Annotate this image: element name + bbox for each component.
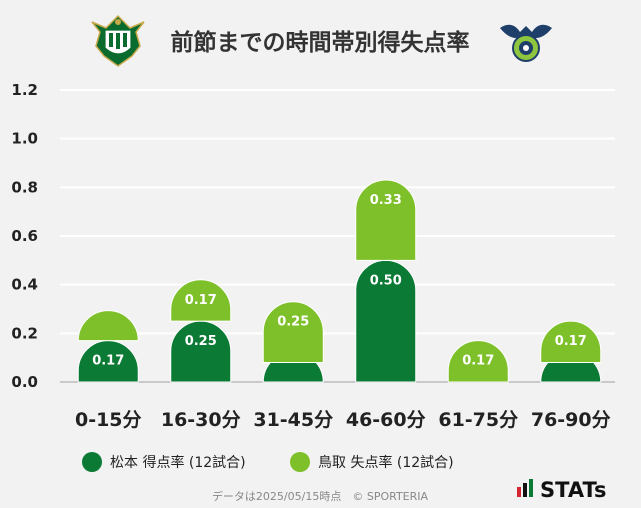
y-tick-label: 1.0: [11, 130, 38, 148]
y-tick-label: 0.6: [11, 227, 38, 245]
bar-segment: [262, 301, 324, 364]
bar-segment: [447, 340, 509, 383]
y-tick-label: 0.8: [11, 178, 38, 196]
bars: 0.17 0.25 0.17 0.25 0.50 0.33 0.17 0.17: [77, 179, 602, 383]
x-tick-label: 31-45分: [253, 409, 333, 431]
legend: 松本 得点率 (12試合) 鳥取 失点率 (12試合): [82, 452, 454, 472]
x-tick-label: 76-90分: [531, 409, 611, 431]
footer-note: データは2025/05/15時点 © SPORTERIA: [212, 489, 429, 503]
data-label: 0.17: [555, 334, 587, 349]
bar-segment: [170, 320, 232, 383]
x-tick-label: 61-75分: [438, 409, 518, 431]
data-label: 0.25: [185, 334, 217, 349]
legend-label-tottori: 鳥取 失点率 (12試合): [318, 454, 454, 471]
data-label: 0.17: [462, 354, 494, 369]
y-tick-label: 0.0: [11, 373, 38, 391]
data-label: 0.33: [370, 193, 402, 208]
data-label: 0.17: [185, 293, 217, 308]
y-axis: 0.0 0.2 0.4 0.6 0.8 1.0 1.2: [11, 81, 38, 391]
data-label: 0.25: [277, 315, 309, 330]
bar-segment: [170, 279, 232, 322]
y-tick-label: 0.4: [11, 276, 38, 294]
gridlines: [60, 89, 615, 383]
x-tick-label: 0-15分: [75, 409, 142, 431]
data-label: 0.17: [92, 354, 124, 369]
x-tick-label: 46-60分: [346, 409, 426, 431]
legend-swatch-tottori: [290, 452, 310, 472]
legend-label-matsumoto: 松本 得点率 (12試合): [110, 454, 246, 471]
y-tick-label: 1.2: [11, 81, 38, 99]
bar-segment: [355, 179, 417, 261]
matsumoto-emblem-icon: [91, 14, 145, 67]
x-tick-label: 16-30分: [161, 409, 241, 431]
brand-name: STATs: [540, 478, 606, 502]
x-axis: 0-15分 16-30分 31-45分 46-60分 61-75分 76-90分: [75, 409, 611, 431]
legend-swatch-matsumoto: [82, 452, 102, 472]
bar-segment: [77, 310, 139, 342]
chart-title: 前節までの時間帯別得失点率: [171, 29, 470, 56]
bar-segment: [540, 320, 602, 364]
data-label: 0.50: [370, 273, 402, 288]
tottori-emblem-icon: [500, 24, 552, 62]
y-tick-label: 0.2: [11, 324, 38, 342]
stats-bars-icon: [517, 479, 533, 497]
